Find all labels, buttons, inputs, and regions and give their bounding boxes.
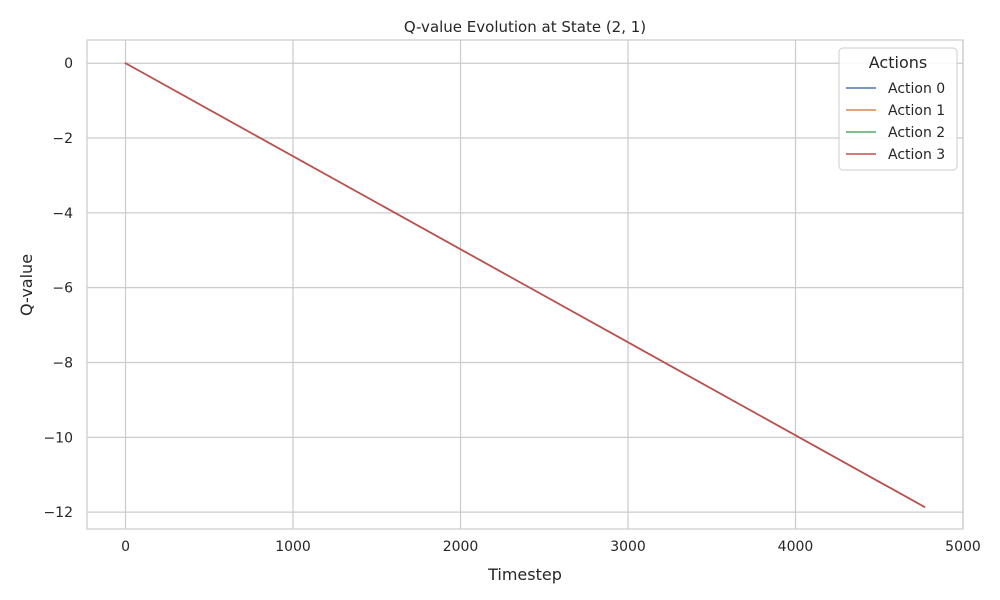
series-line-action-3 [124,62,926,508]
x-axis-label: Timestep [487,565,562,584]
y-tick-label: −4 [52,206,73,222]
legend-label: Action 0 [888,81,945,97]
y-tick-label: −6 [52,281,73,297]
y-axis-label: Q-value [17,254,36,316]
legend-label: Action 2 [888,125,945,141]
legend-label: Action 1 [888,103,945,119]
legend-title: Actions [869,53,927,72]
x-tick-label: 2000 [443,539,479,555]
x-tick-label: 5000 [945,539,981,555]
series-lines [124,62,926,508]
x-tick-label: 0 [121,539,130,555]
y-tick-label: 0 [64,56,73,72]
plot-frame [86,39,964,530]
y-tick-label: −8 [52,356,73,372]
x-tick-label: 4000 [778,539,814,555]
chart-title: Q-value Evolution at State (2, 1) [404,18,646,36]
tick-labels: 0 1000 2000 3000 4000 5000 0 −2 −4 −6 −8 −10 −12 [43,56,980,555]
y-tick-label: −2 [52,131,73,147]
x-tick-label: 1000 [275,539,311,555]
y-tick-label: −12 [43,505,73,521]
x-tick-label: 3000 [610,539,646,555]
legend-items: Action 0 Action 1 Action 2 Action 3 [846,81,945,163]
legend-box [838,47,958,171]
y-tick-label: −10 [43,430,73,446]
legend-label: Action 3 [888,147,945,163]
legend: Actions Action 0 Action 1 Action 2 Action 3 [838,47,958,171]
